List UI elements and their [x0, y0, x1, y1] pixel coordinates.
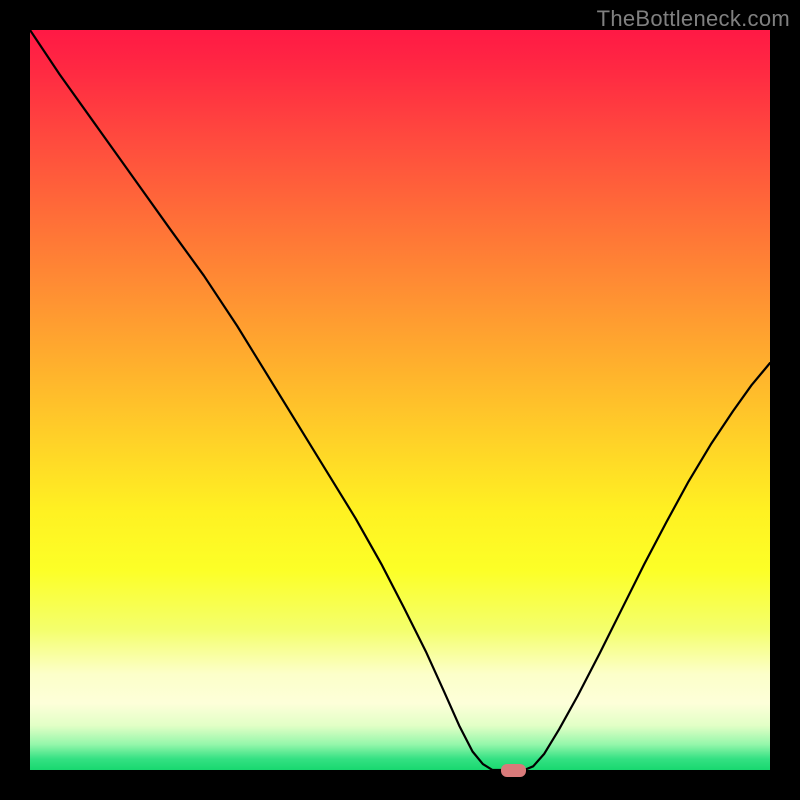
- plot-area: [30, 30, 770, 770]
- chart-curve: [30, 30, 770, 770]
- min-marker: [501, 764, 526, 777]
- watermark-text: TheBottleneck.com: [597, 6, 790, 32]
